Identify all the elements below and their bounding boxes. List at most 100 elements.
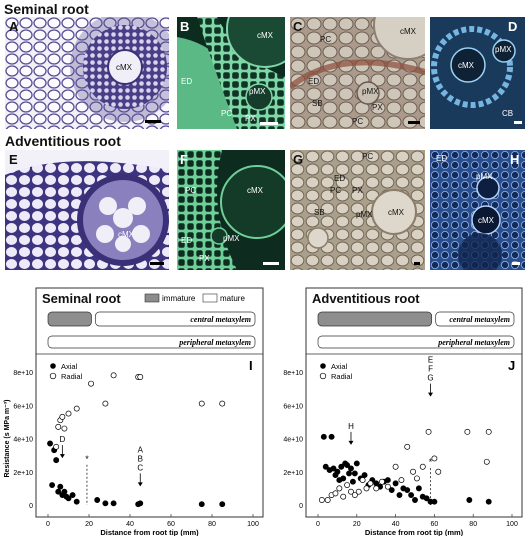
panel-a-micrograph: A cMX [5,17,169,129]
y-tick-label: 4e+10 [13,437,33,444]
radial-data-point [483,458,490,465]
peripheral-metaxylem-bar [317,335,515,349]
radial-data-point [219,400,226,407]
scale-bar [150,262,164,265]
y-tick-label: 0 [29,503,33,510]
legend-radial-marker [319,372,327,380]
radial-data-point [65,410,72,417]
axial-data-point [334,468,341,475]
panel-g-label-pc2: PC [330,186,342,195]
radial-data-point [55,423,62,430]
annotation-letter: F [428,365,433,374]
radial-data-point [88,380,95,387]
panel-a-letter: A [9,19,19,34]
central-metaxylem-mature-bar [435,311,515,327]
x-tick-label: 80 [469,521,477,528]
panel-c-image [290,17,425,129]
radial-data-point [61,425,68,432]
radial-data-point [324,497,331,503]
axial-data-point [338,463,345,470]
radial-data-point [340,493,347,500]
x-axis-label: Distance from root tip (mm) [100,528,199,536]
central-metaxylem-immature-bar [317,311,433,327]
chart-title: Adventitious root [312,291,420,306]
axial-data-point [348,465,354,472]
panel-d-label-cmx: cMX [458,61,474,70]
axial-data-point [47,440,54,447]
panel-c-label-pmx: pMX [362,87,379,96]
x-tick-label: 40 [392,521,400,528]
axial-data-point [110,500,117,507]
axial-data-point [396,492,403,498]
axial-data-point [353,460,360,467]
radial-data-point [344,482,351,488]
axial-data-point [423,495,430,502]
annotation-arrow-head [59,454,65,459]
axial-data-point [340,475,347,482]
panel-d-label-cb: CB [502,109,514,118]
radial-data-point [419,463,426,470]
axial-data-point [330,465,337,472]
chart-panel-letter: J [508,358,515,373]
axial-data-point [69,492,76,498]
radial-data-point [355,488,362,495]
annotation-letter: G [427,374,433,383]
axial-data-point [485,498,492,505]
annotation-arrow-head [348,440,354,445]
scale-bar [414,262,420,265]
panel-f-image [177,150,285,270]
y-axis-label: Resistance (s MPa m⁻³) [4,400,11,478]
panel-f-label-pmx: pMX [223,234,240,243]
axial-data-point [415,485,422,492]
panel-a-image [5,17,169,129]
scale-bar [512,262,520,265]
scale-bar [260,122,278,125]
y-tick-label: 8e+10 [283,370,303,377]
legend-axial-label: Axial [61,362,78,371]
axial-data-point [65,495,72,502]
radial-data-point [431,455,438,462]
radial-data-point [110,372,117,379]
annotation-letter: H [348,422,354,431]
radial-data-point [198,400,205,407]
axial-data-point [361,472,368,479]
central-metaxylem-immature-bar [47,311,92,327]
panel-f-label-pc: PC [185,186,197,195]
axial-data-point [466,497,473,503]
annotation-letter: B [138,454,143,463]
axial-data-point [49,482,56,488]
radial-data-point [53,443,60,450]
radial-data-point [137,374,144,380]
axial-data-point [102,500,109,507]
legend-radial-label: Radial [331,372,353,381]
x-tick-label: 80 [208,521,216,528]
x-tick-label: 60 [431,521,439,528]
central-metaxylem-mature-bar [95,311,256,327]
annotation-letter: D [59,435,65,444]
x-tick-label: 20 [85,521,93,528]
scale-bar [263,262,279,265]
axial-data-point [344,462,351,469]
radial-data-point [367,480,374,487]
panel-g-label-sb: SB [314,208,325,217]
panel-e-micrograph: E cMX [5,150,169,270]
panel-b-label-ed: ED [181,77,193,86]
x-tick-label: 100 [506,521,518,528]
panel-h-label-ed: ED [436,154,448,163]
panel-h-label-pmx: pMX [476,172,493,181]
scale-bar [514,121,522,124]
panel-g-letter: G [293,152,304,167]
radial-data-point [332,490,339,497]
y-tick-label: 2e+10 [283,470,303,477]
chart-panel-letter: I [249,358,253,373]
axial-data-point [137,500,144,507]
panel-b-label-pc: PC [221,109,233,118]
annotation-arrow-head [428,392,434,397]
panel-c-micrograph: C cMX PC ED pMX SB PX PC [290,17,425,129]
panel-h-image [430,150,525,270]
radial-data-point [413,475,420,482]
axial-data-point [73,498,80,505]
scale-bar [408,121,420,124]
radial-data-point [435,468,442,475]
peripheral-metaxylem-bar [47,335,256,349]
